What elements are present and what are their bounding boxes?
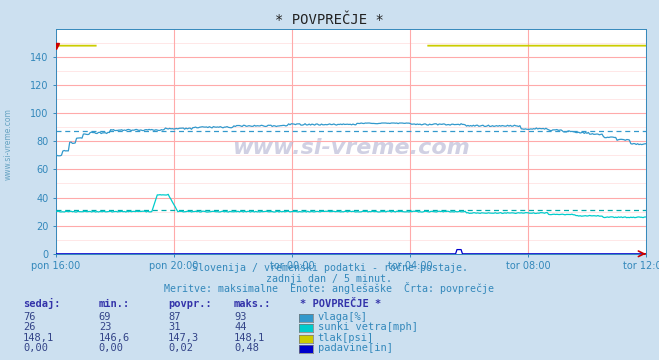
Text: 148,1: 148,1 [23, 333, 54, 343]
Text: tlak[psi]: tlak[psi] [318, 333, 374, 343]
Text: 0,02: 0,02 [168, 343, 193, 353]
Text: * POVPREČJE *: * POVPREČJE * [275, 13, 384, 27]
Text: padavine[in]: padavine[in] [318, 343, 393, 353]
Text: 0,48: 0,48 [234, 343, 259, 353]
Text: 87: 87 [168, 312, 181, 322]
Text: povpr.:: povpr.: [168, 299, 212, 309]
Text: Meritve: maksimalne  Enote: anglešaške  Črta: povprečje: Meritve: maksimalne Enote: anglešaške Čr… [165, 282, 494, 294]
Text: 147,3: 147,3 [168, 333, 199, 343]
Text: 76: 76 [23, 312, 36, 322]
Text: 148,1: 148,1 [234, 333, 265, 343]
Text: 93: 93 [234, 312, 246, 322]
Text: www.si-vreme.com: www.si-vreme.com [232, 138, 470, 158]
Text: maks.:: maks.: [234, 299, 272, 309]
Text: sedaj:: sedaj: [23, 298, 61, 309]
Text: 23: 23 [99, 322, 111, 332]
Text: 26: 26 [23, 322, 36, 332]
Text: min.:: min.: [99, 299, 130, 309]
Text: vlaga[%]: vlaga[%] [318, 312, 368, 322]
Text: www.si-vreme.com: www.si-vreme.com [3, 108, 13, 180]
Text: 0,00: 0,00 [23, 343, 48, 353]
Text: 69: 69 [99, 312, 111, 322]
Text: * POVPREČJE *: * POVPREČJE * [300, 299, 381, 309]
Text: 31: 31 [168, 322, 181, 332]
Text: Slovenija / vremenski podatki - ročne postaje.: Slovenija / vremenski podatki - ročne po… [192, 262, 467, 273]
Text: zadnji dan / 5 minut.: zadnji dan / 5 minut. [266, 274, 393, 284]
Text: 146,6: 146,6 [99, 333, 130, 343]
Text: sunki vetra[mph]: sunki vetra[mph] [318, 322, 418, 332]
Text: 44: 44 [234, 322, 246, 332]
Text: 0,00: 0,00 [99, 343, 124, 353]
